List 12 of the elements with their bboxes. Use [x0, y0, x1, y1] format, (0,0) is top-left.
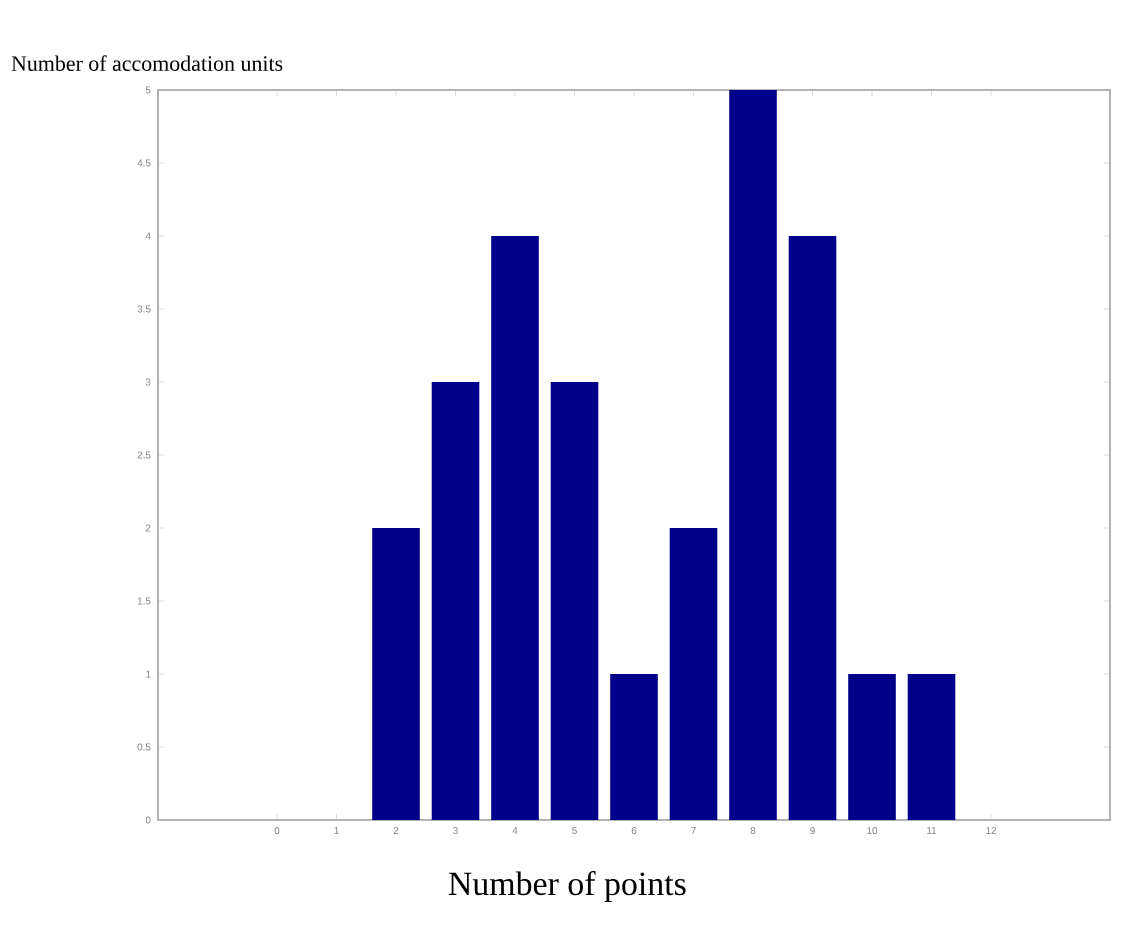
x-axis-title: Number of points [448, 871, 686, 903]
bar [907, 674, 956, 820]
bar [669, 528, 718, 820]
bar [610, 674, 658, 820]
bar [372, 528, 420, 820]
bar [550, 382, 599, 820]
bar [848, 674, 896, 820]
bar [491, 236, 539, 820]
y-axis-title: Number of accomodation units [11, 55, 283, 71]
bar [431, 382, 480, 820]
bar [788, 236, 837, 820]
bar [729, 90, 777, 820]
